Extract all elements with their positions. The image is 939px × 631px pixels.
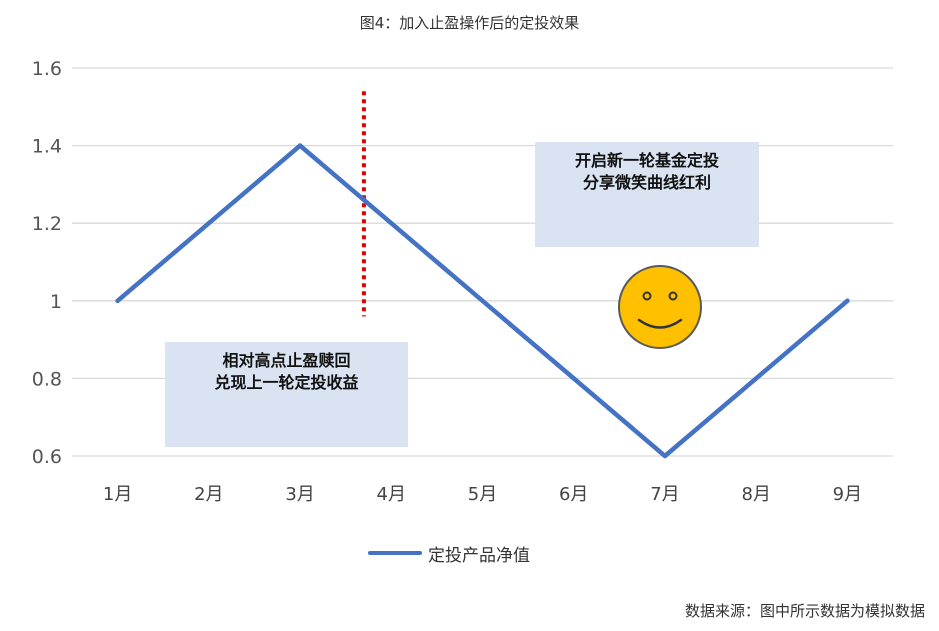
x-tick-label: 9月 (833, 484, 862, 505)
data-point (571, 376, 576, 381)
data-point (753, 376, 759, 381)
take-profit-annotation: 相对高点止盈赎回 兑现上一轮定投收益 (165, 342, 408, 447)
annotation-line: 兑现上一轮定投收益 (214, 373, 359, 392)
data-point (115, 298, 120, 303)
y-axis-ticks: 0.6 0.8 1 1.2 1.4 1.6 (32, 58, 62, 468)
y-tick-label: 1.2 (32, 213, 62, 235)
x-tick-label: 8月 (741, 484, 770, 505)
legend: 定投产品净值 (368, 540, 530, 566)
chart-title: 图4：加入止盈操作后的定投效果 (359, 14, 580, 32)
y-tick-label: 1 (50, 291, 62, 313)
legend-label: 定投产品净值 (428, 545, 530, 566)
series-lines (115, 143, 850, 459)
legend-swatch (368, 551, 422, 555)
new-round-annotation: 开启新一轮基金定投 分享微笑曲线红利 (535, 142, 759, 247)
annotation-line: 分享微笑曲线红利 (582, 173, 711, 192)
data-point (845, 298, 850, 303)
data-point (389, 221, 394, 226)
annotation-line: 相对高点止盈赎回 (222, 351, 351, 370)
smiley-face-icon (618, 265, 702, 349)
x-tick-label: 4月 (377, 484, 406, 505)
data-point (480, 298, 485, 303)
y-tick-label: 1.6 (32, 58, 62, 80)
y-tick-label: 0.6 (32, 446, 62, 468)
source-note: 数据来源：图中所示数据为模拟数据 (684, 602, 925, 620)
x-tick-label: 6月 (559, 484, 588, 505)
data-point (662, 453, 668, 459)
x-axis-ticks: 1月 2月 3月 4月 5月 6月 7月 8月 9月 (103, 484, 862, 505)
x-tick-label: 5月 (468, 484, 497, 505)
x-tick-label: 7月 (650, 484, 679, 505)
y-tick-label: 0.8 (32, 368, 62, 390)
data-point (297, 143, 303, 148)
x-tick-label: 1月 (103, 484, 132, 505)
x-tick-label: 2月 (194, 484, 223, 505)
y-tick-label: 1.4 (32, 136, 62, 158)
annotation-line: 开启新一轮基金定投 (574, 151, 719, 170)
data-point (206, 221, 212, 226)
x-tick-label: 3月 (285, 484, 314, 505)
